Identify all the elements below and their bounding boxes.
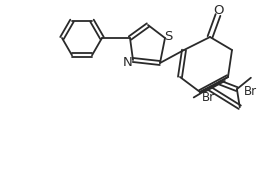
Text: N: N (123, 56, 133, 69)
Text: Br: Br (202, 91, 215, 104)
Text: O: O (214, 3, 224, 16)
Text: S: S (164, 30, 172, 43)
Text: Br: Br (244, 85, 258, 98)
